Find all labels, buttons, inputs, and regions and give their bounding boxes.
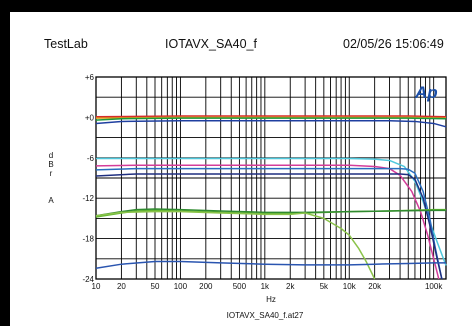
x-tick-label-3: 100 [174,282,188,291]
plot-frame [95,76,447,280]
y-axis-label-char-0: d [49,151,53,160]
series-line-9 [95,208,446,217]
x-tick-label-8: 5k [320,282,329,291]
chart-file-name: IOTAVX_SA40_f.at27 [227,311,304,320]
chart-y-axis-label: dBr A [48,151,54,205]
x-tick-label-7: 2k [286,282,295,291]
series-line-7 [95,173,443,280]
header-lab-name: TestLab [44,37,88,51]
x-tick-label-5: 500 [233,282,247,291]
x-axis-label: Hz [266,295,276,304]
x-tick-label-6: 1k [261,282,270,291]
y-tick-label-4: -18 [82,235,94,244]
y-axis-label-char-3: A [48,196,54,205]
y-tick-label-2: -6 [87,154,95,163]
series-line-10 [95,210,376,280]
chart-tick-labels: 10 20 50 100 200 500 1k 2k 5k 10k 20k 100k +6 +0 -6 -12… [82,73,443,291]
audio-precision-logo: Ap [414,83,438,102]
x-tick-label-1: 20 [117,282,126,291]
x-tick-label-11: 100k [425,282,443,291]
series-line-3 [95,120,447,128]
series-line-5 [95,164,440,280]
x-tick-label-2: 50 [151,282,160,291]
y-tick-label-3: -12 [82,194,94,203]
x-tick-label-4: 200 [199,282,213,291]
series-line-0 [95,115,447,118]
series-line-11 [95,260,446,269]
y-tick-label-1: +0 [85,113,95,122]
x-tick-label-0: 10 [92,282,101,291]
y-tick-label-5: -24 [82,275,94,284]
x-tick-label-10: 20k [368,282,382,291]
x-tick-label-9: 10k [343,282,357,291]
y-axis-label-char-2: r [50,169,53,178]
chart-series [95,115,447,280]
header-timestamp: 02/05/26 15:06:49 [343,37,444,51]
y-axis-label-char-1: B [48,160,53,169]
header-test-name: IOTAVX_SA40_f [165,37,257,51]
y-tick-label-0: +6 [85,73,95,82]
series-line-6 [95,167,443,280]
chart-grid [95,76,447,280]
series-line-2 [95,117,447,121]
